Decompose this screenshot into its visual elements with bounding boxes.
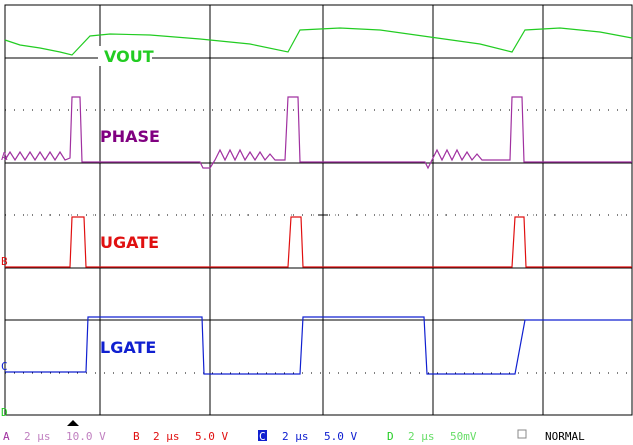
phase-trace xyxy=(4,96,632,170)
channel-letter: C xyxy=(259,430,266,443)
frame xyxy=(4,4,633,416)
channel-letter: D xyxy=(387,430,394,443)
timebase: 2 μs xyxy=(153,430,180,443)
lgate-trace xyxy=(5,316,632,375)
channel-letter: A xyxy=(3,430,10,443)
channel-marker: C xyxy=(1,360,8,373)
scale: 50mV xyxy=(450,430,477,443)
status-bar: A 2 μs 10.0 V B 2 μs 5.0 V C 2 μs 5.0 V … xyxy=(3,429,585,443)
channel-marker: A xyxy=(1,150,8,163)
timebase: 2 μs xyxy=(282,430,309,443)
ugate-trace xyxy=(5,216,632,268)
graticule xyxy=(4,4,633,416)
mode: NORMAL xyxy=(545,430,585,443)
mode-box xyxy=(517,429,527,439)
channel-marker: B xyxy=(1,255,8,268)
trace-label: LGATE xyxy=(100,338,156,357)
channel-letter: B xyxy=(133,430,140,443)
trace-label: UGATE xyxy=(100,233,159,252)
channel-marker: D xyxy=(1,406,8,419)
scale: 5.0 V xyxy=(324,430,357,443)
timebase: 2 μs xyxy=(24,430,51,443)
scale: 5.0 V xyxy=(195,430,228,443)
trigger-marker xyxy=(67,420,79,426)
channel-box xyxy=(258,430,267,441)
scale: 10.0 V xyxy=(66,430,106,443)
trace-label: VOUT xyxy=(104,47,154,66)
vout-trace xyxy=(4,27,633,56)
trace-label: PHASE xyxy=(100,127,160,146)
timebase: 2 μs xyxy=(408,430,435,443)
label-bg xyxy=(98,46,152,66)
